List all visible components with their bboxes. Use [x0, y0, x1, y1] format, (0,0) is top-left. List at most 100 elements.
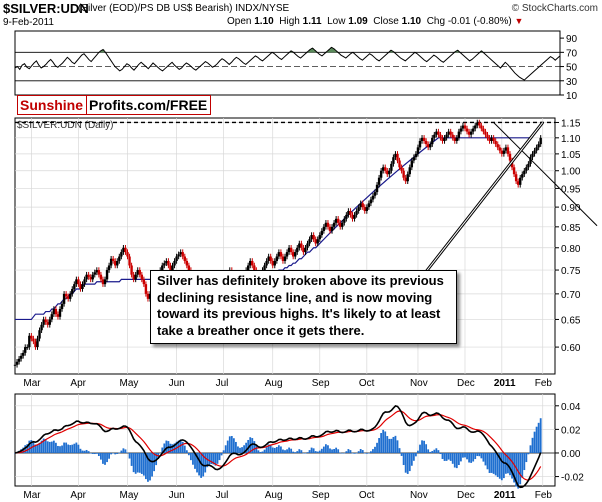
macd-histogram-bar — [333, 448, 335, 453]
macd-histogram-bar — [382, 429, 385, 453]
macd-histogram-bar — [451, 452, 454, 464]
price-candle-body — [177, 254, 180, 257]
macd-histogram-bar — [337, 449, 340, 453]
macd-histogram-bar — [349, 450, 352, 453]
price-candle-body — [265, 260, 268, 266]
price-candle-body — [15, 361, 19, 365]
macd-histogram-bar — [470, 452, 473, 463]
price-candle-body — [496, 144, 499, 148]
macd-histogram-bar — [539, 418, 542, 453]
price-candle-body — [394, 153, 397, 158]
stockcharts-credit[interactable]: © StockCharts.com — [511, 3, 598, 14]
macd-histogram-bar — [537, 422, 540, 453]
price-candle-body — [267, 256, 270, 261]
macd-histogram-bar — [134, 452, 137, 474]
macd-histogram-bar — [384, 431, 387, 453]
macd-histogram-bar — [192, 452, 194, 465]
price-candle-body — [514, 174, 518, 182]
price-candle-body — [126, 252, 129, 257]
macd-histogram-bar — [488, 452, 491, 473]
price-candle-body — [439, 134, 442, 138]
price-candle-body — [134, 274, 137, 280]
price-tick-label: 1.15 — [561, 118, 581, 129]
macd-histogram-bar — [102, 452, 104, 464]
macd-histogram-bar — [345, 451, 348, 453]
price-candle-body — [71, 288, 74, 294]
price-x-label: Oct — [359, 378, 375, 389]
macd-histogram-bar — [527, 452, 530, 455]
macd-histogram-bar — [190, 452, 192, 461]
macd-histogram-bar — [65, 442, 68, 453]
price-candle-body — [420, 137, 424, 141]
price-candle-body — [169, 265, 172, 271]
macd-histogram-bar — [243, 445, 245, 453]
macd-x-label: Oct — [359, 490, 375, 501]
price-candle-body — [77, 279, 80, 285]
macd-x-label: Nov — [410, 490, 428, 501]
macd-histogram-bar — [376, 442, 378, 453]
price-candle-body — [379, 170, 383, 178]
price-candle-body — [392, 157, 395, 164]
macd-histogram-bar — [372, 449, 374, 453]
macd-histogram-bar — [431, 451, 434, 453]
price-candle-body — [142, 279, 146, 285]
price-candle-body — [44, 319, 47, 323]
price-candle-body — [347, 210, 350, 215]
macd-histogram-bar — [97, 452, 100, 457]
price-candle-body — [75, 279, 78, 285]
macd-histogram-bar — [437, 450, 440, 453]
macd-tick-label: 0.00 — [561, 449, 581, 460]
price-candle-body — [349, 210, 352, 215]
macd-histogram-bar — [71, 444, 74, 453]
price-candle-body — [52, 308, 56, 315]
macd-histogram-bar — [63, 442, 65, 453]
macd-histogram-bar — [525, 452, 528, 463]
sunshine-profits-logo[interactable]: Sunshine Profits.com/FREE — [17, 95, 212, 115]
macd-histogram-bar — [267, 444, 270, 453]
price-candle-body — [298, 243, 301, 248]
macd-histogram-bar — [533, 431, 536, 453]
price-candle-body — [336, 218, 340, 223]
macd-histogram-bar — [187, 452, 190, 456]
price-candle-body — [66, 296, 70, 299]
price-candle-body — [365, 207, 369, 211]
price-candle-body — [494, 140, 497, 145]
macd-histogram-bar — [179, 439, 182, 453]
macd-histogram-bar — [476, 452, 479, 457]
price-candle-body — [128, 256, 131, 266]
price-candle-body — [69, 293, 72, 299]
macd-histogram-bar — [406, 452, 409, 474]
macd-histogram-bar — [38, 442, 41, 453]
price-candle-body — [54, 308, 58, 315]
macd-histogram-bar — [210, 452, 213, 464]
price-candle-body — [527, 163, 530, 168]
macd-histogram-bar — [83, 450, 86, 453]
price-x-label: Apr — [70, 378, 86, 389]
rsi-line — [14, 46, 561, 81]
macd-histogram-bar — [30, 440, 33, 453]
price-tick-label: 0.75 — [561, 266, 581, 277]
macd-histogram-bar — [445, 452, 448, 461]
macd-histogram-bar — [124, 449, 127, 453]
price-candle-body — [504, 147, 508, 151]
macd-histogram-bar — [216, 452, 219, 464]
macd-histogram-bar — [410, 452, 413, 466]
price-candle-body — [30, 335, 33, 339]
price-x-label: Sep — [312, 378, 330, 389]
macd-histogram-bar — [457, 452, 460, 466]
macd-histogram-bar — [269, 444, 272, 453]
price-candle-body — [406, 174, 409, 182]
macd-tick-label: -0.02 — [561, 473, 584, 484]
macd-x-label: 2011 — [494, 490, 516, 501]
price-candle-body — [73, 284, 76, 289]
macd-histogram-bar — [531, 437, 534, 453]
brand-part-sunshine: Sunshine — [18, 96, 87, 114]
macd-histogram-bar — [388, 438, 391, 453]
price-tick-label: 1.05 — [561, 150, 581, 161]
price-candle-body — [269, 256, 272, 261]
macd-histogram-bar — [48, 441, 51, 453]
macd-histogram-bar — [335, 447, 338, 453]
macd-histogram-bar — [261, 451, 264, 453]
macd-histogram-bar — [228, 436, 231, 453]
macd-histogram-bar — [116, 452, 119, 454]
